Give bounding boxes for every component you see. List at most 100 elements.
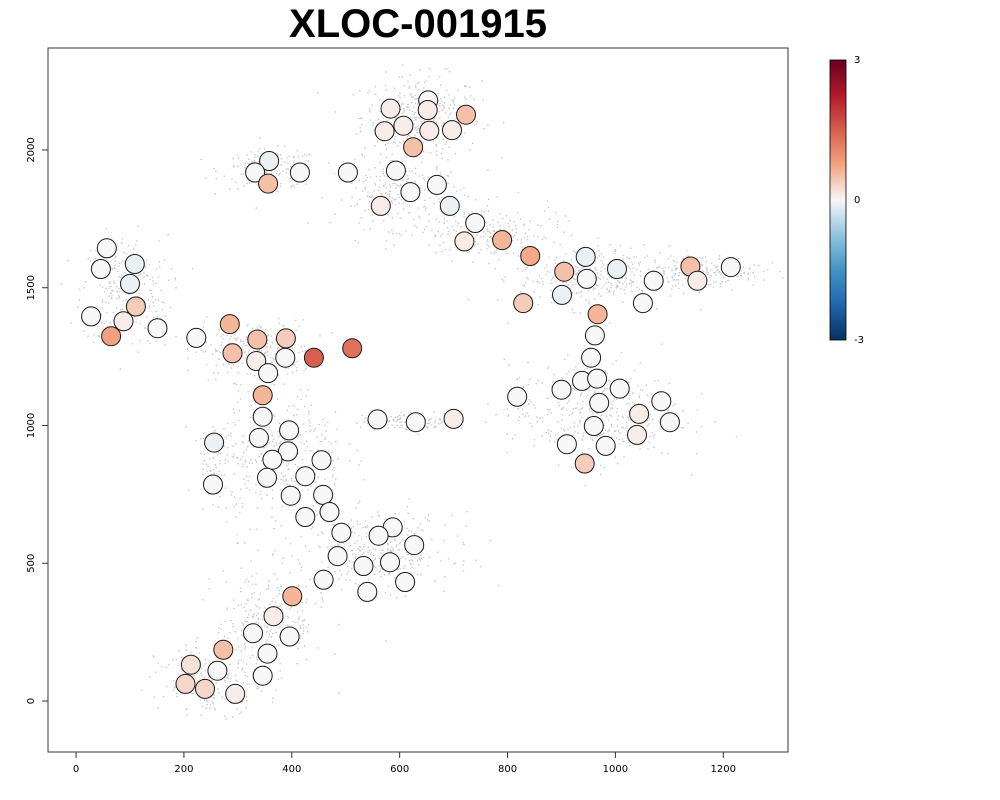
background-dot — [384, 183, 387, 185]
background-dot — [397, 548, 400, 551]
background-dot — [215, 466, 217, 469]
background-dot — [654, 380, 656, 382]
background-dot — [203, 432, 205, 434]
background-dot — [422, 150, 425, 153]
background-dot — [342, 542, 345, 544]
background-dot — [265, 607, 267, 610]
background-dot — [224, 458, 227, 461]
background-dot — [338, 543, 340, 546]
background-dot — [443, 241, 445, 244]
background-dot — [309, 578, 312, 581]
spot-point — [520, 246, 541, 266]
background-dot — [594, 287, 597, 289]
background-dot — [109, 281, 111, 283]
spot-point — [659, 412, 680, 433]
background-dot — [202, 705, 204, 707]
background-dot — [558, 404, 560, 407]
background-dot — [350, 519, 353, 521]
background-dot — [267, 580, 270, 583]
spot-point — [405, 412, 426, 433]
spot-point — [629, 403, 650, 424]
background-dot — [499, 212, 502, 215]
background-dot — [393, 141, 395, 143]
background-dot — [200, 349, 203, 352]
background-dot — [743, 271, 745, 274]
background-dot — [652, 435, 655, 438]
background-dot — [435, 166, 438, 168]
background-dot — [407, 106, 409, 109]
background-dot — [232, 364, 235, 366]
background-dot — [763, 270, 765, 272]
background-dot — [595, 268, 597, 271]
background-dot — [110, 297, 113, 300]
background-dot — [287, 616, 290, 619]
background-dot — [407, 553, 410, 556]
background-dot — [157, 662, 159, 664]
background-dot — [422, 141, 425, 144]
background-dot — [212, 426, 214, 428]
background-dot — [606, 278, 608, 280]
background-dot — [553, 373, 555, 376]
background-dot — [608, 322, 611, 324]
background-dot — [664, 267, 667, 269]
background-dot — [603, 284, 605, 287]
background-dot — [538, 282, 540, 284]
background-dot — [108, 287, 110, 289]
background-dot — [487, 198, 490, 200]
background-dot — [541, 281, 544, 283]
background-dot — [441, 109, 444, 112]
background-dot — [354, 557, 357, 559]
background-dot — [120, 276, 122, 279]
background-dot — [274, 415, 276, 418]
background-dot — [118, 297, 121, 299]
background-dot — [247, 598, 249, 601]
background-dot — [563, 231, 565, 233]
background-dot — [167, 279, 170, 282]
background-dot — [487, 262, 490, 265]
background-dot — [251, 575, 253, 577]
background-dot — [448, 113, 451, 116]
background-dot — [518, 419, 520, 422]
background-dot — [562, 406, 565, 409]
background-dot — [220, 341, 223, 344]
background-dot — [549, 408, 551, 411]
spot-point — [454, 231, 475, 252]
background-dot — [248, 181, 251, 184]
spot-point — [81, 306, 102, 327]
background-dot — [579, 312, 582, 314]
background-dot — [444, 524, 446, 526]
background-dot — [441, 100, 443, 102]
background-dot — [437, 230, 439, 233]
background-dot — [247, 344, 249, 346]
background-dot — [550, 412, 552, 414]
background-dot — [235, 679, 237, 681]
background-dot — [399, 542, 401, 545]
spot-point — [607, 259, 627, 279]
background-dot — [293, 185, 296, 188]
background-dot — [325, 430, 327, 432]
background-dot — [399, 426, 401, 429]
background-dot — [295, 329, 297, 332]
background-dot — [232, 625, 234, 628]
background-dot — [374, 184, 377, 186]
background-dot — [413, 113, 416, 116]
spot-point — [513, 293, 534, 314]
background-dot — [247, 613, 250, 616]
background-dot — [463, 96, 466, 99]
background-dot — [397, 415, 399, 418]
background-dot — [245, 610, 247, 612]
background-dot — [303, 443, 305, 446]
background-dot — [258, 455, 261, 458]
background-dot — [678, 271, 681, 274]
background-dot — [276, 153, 279, 155]
background-dot — [455, 190, 458, 193]
background-dot — [153, 305, 155, 307]
spot-point — [313, 484, 334, 505]
background-dot — [245, 706, 247, 709]
background-dot — [413, 119, 415, 122]
background-dot — [299, 389, 302, 391]
background-dot — [87, 335, 89, 337]
background-dot — [362, 180, 365, 183]
background-dot — [327, 421, 329, 424]
spot-point — [380, 552, 400, 573]
